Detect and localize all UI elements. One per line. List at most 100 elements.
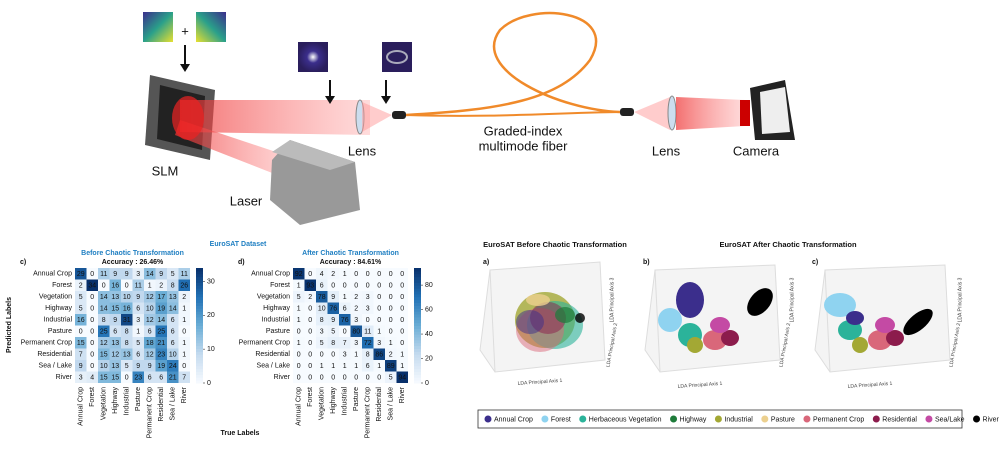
cell <box>121 279 133 291</box>
scatter-panels: EuroSAT Before Chaotic Transformation Eu… <box>479 240 951 373</box>
cell-label: 17 <box>157 294 165 301</box>
cell-label: 0 <box>308 340 312 347</box>
cell <box>132 268 144 280</box>
cell-label: 0 <box>308 271 312 278</box>
colorbar-step <box>196 362 203 367</box>
cell <box>167 302 179 314</box>
cell-label: 13 <box>111 340 119 347</box>
cell-label: 94 <box>398 375 406 382</box>
cell-label: 25 <box>100 329 108 336</box>
cell-label: 0 <box>366 283 370 290</box>
cell <box>132 325 144 337</box>
cell <box>339 360 351 372</box>
cell <box>385 314 397 326</box>
cell <box>362 325 374 337</box>
colorbar-step <box>196 314 203 318</box>
cell <box>144 348 156 360</box>
cell-label: 0 <box>389 329 393 336</box>
cell <box>327 348 339 360</box>
cell <box>155 337 167 349</box>
panel-a <box>479 261 606 373</box>
col-label: Vegetation <box>319 387 326 420</box>
cell-label: 6 <box>136 306 140 313</box>
x-axis-label: True Labels <box>221 430 260 437</box>
cell <box>167 279 179 291</box>
colorbar-step <box>196 325 203 329</box>
cell <box>132 360 144 372</box>
cell <box>167 314 179 326</box>
row-label: River <box>56 374 73 381</box>
cell <box>293 325 305 337</box>
colorbar-step <box>196 296 203 301</box>
cell <box>396 348 408 360</box>
cell-label: 0 <box>182 329 186 336</box>
cell-label: 10 <box>318 306 326 313</box>
cell-label: 0 <box>308 352 312 359</box>
fiber-label: multimode fiber <box>479 138 569 153</box>
cell <box>75 325 87 337</box>
cell-label: 2 <box>79 283 83 290</box>
legend-swatch <box>670 415 678 423</box>
cell <box>327 279 339 291</box>
cell <box>350 279 362 291</box>
cell <box>396 302 408 314</box>
colorbar-step <box>414 302 421 306</box>
row-label: Permanent Crop <box>239 340 290 347</box>
legend-swatch <box>872 415 880 423</box>
legend-label: River <box>983 416 1000 423</box>
cell <box>304 371 316 383</box>
cell <box>121 337 133 349</box>
cell-label: 12 <box>146 294 154 301</box>
cell <box>396 291 408 303</box>
cell <box>86 279 98 291</box>
cell <box>132 302 144 314</box>
cell-label: 21 <box>169 375 177 382</box>
panel-label: b) <box>643 259 650 266</box>
cell <box>373 302 385 314</box>
cell-label: 0 <box>400 340 404 347</box>
col-label: Annual Crop <box>78 387 85 426</box>
cell <box>144 325 156 337</box>
cell-label: 0 <box>90 329 94 336</box>
cell <box>86 291 98 303</box>
cell-label: 0 <box>389 271 393 278</box>
cell <box>350 371 362 383</box>
colorbar-step <box>196 342 203 347</box>
cell-label: 25 <box>157 329 165 336</box>
cell-label: 0 <box>79 329 83 336</box>
cell-label: 9 <box>113 317 117 324</box>
panel-label: a) <box>483 259 489 266</box>
colorbar-step <box>196 348 203 352</box>
cell <box>98 291 110 303</box>
col-label: Vegetation <box>101 387 108 420</box>
cell <box>98 325 110 337</box>
accuracy: Accuracy : 26.46% <box>102 259 164 266</box>
cell <box>167 268 179 280</box>
cell-label: 6 <box>136 352 140 359</box>
cell-label: 31 <box>123 317 131 324</box>
cell-label: 2 <box>354 306 358 313</box>
cell <box>144 279 156 291</box>
cell-label: 0 <box>354 271 358 278</box>
cell <box>396 268 408 280</box>
cell-label: 7 <box>79 352 83 359</box>
cell-label: 10 <box>146 306 154 313</box>
cell-label: 0 <box>308 306 312 313</box>
cell <box>293 291 305 303</box>
cell <box>396 337 408 349</box>
cell <box>316 360 328 372</box>
cell-label: 92 <box>295 271 303 278</box>
cell-label: 6 <box>366 363 370 370</box>
cell-label: 1 <box>400 352 404 359</box>
colorbar-step <box>414 316 421 321</box>
setup-diagram: + SLM Laser Lens Graded-index multimode … <box>143 11 795 225</box>
axis-label: LDA Principal Axis 2 <box>605 322 619 367</box>
cell-label: 13 <box>111 363 119 370</box>
axis-label: LDA Principal Axis 2 <box>778 322 792 367</box>
colorbar-step <box>414 279 421 283</box>
cell-label: 13 <box>111 294 119 301</box>
cell-label: 0 <box>400 294 404 301</box>
cell <box>373 371 385 383</box>
cell-label: 3 <box>377 340 381 347</box>
colorbar-step <box>414 273 421 278</box>
